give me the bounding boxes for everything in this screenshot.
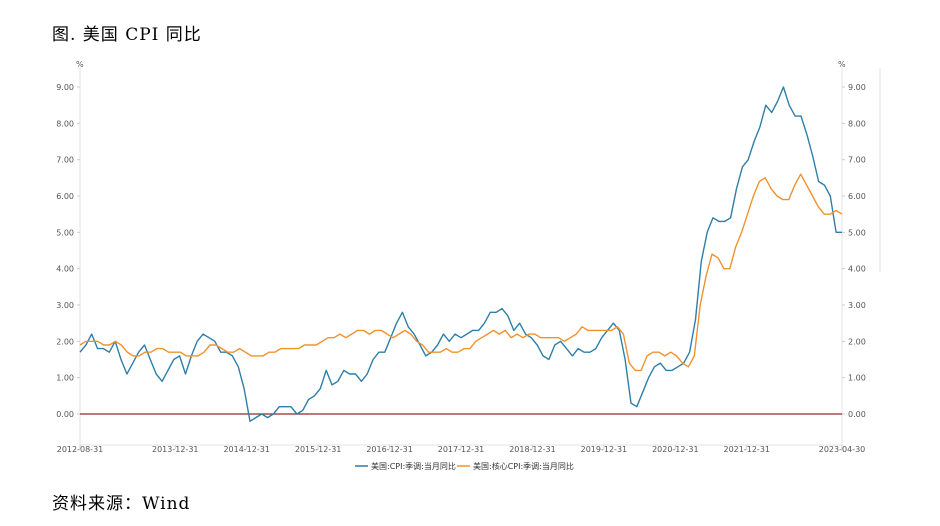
- series-lines: [79, 86, 843, 422]
- x-tick-label: 2021-12-31: [724, 445, 771, 454]
- x-tick-label: 2015-12-31: [295, 445, 342, 454]
- right-tick-label: 6.00: [848, 192, 866, 201]
- left-tick-label: 5.00: [56, 228, 74, 237]
- right-tick-label: 1.00: [848, 374, 866, 383]
- right-tick-label: 8.00: [848, 119, 866, 128]
- legend: 美国:CPI:季调:当月同比 美国:核心CPI:季调:当月同比: [355, 461, 574, 471]
- legend-label-core-cpi: 美国:核心CPI:季调:当月同比: [473, 461, 574, 471]
- cpi-yoy-line: [79, 86, 842, 422]
- x-tick-label: 2016-12-31: [366, 445, 413, 454]
- left-tick-label: 4.00: [56, 265, 74, 274]
- right-tick-label: 9.00: [848, 83, 866, 92]
- source-note: 资料来源：Wind: [52, 494, 191, 514]
- x-tick-label: 2018-12-31: [509, 445, 556, 454]
- right-tick-label: 5.00: [848, 228, 866, 237]
- legend-label-cpi: 美国:CPI:季调:当月同比: [371, 461, 456, 471]
- right-tick-label: 2.00: [848, 337, 866, 346]
- x-tick-label: 2020-12-31: [652, 445, 699, 454]
- right-tick-label: 3.00: [848, 301, 866, 310]
- left-unit-label: %: [76, 60, 84, 69]
- left-tick-label: 9.00: [56, 83, 74, 92]
- left-tick-label: 2.00: [56, 337, 74, 346]
- left-tick-label: 0.00: [56, 410, 74, 419]
- plot-area: [80, 68, 842, 445]
- x-tick-label: 2017-12-31: [438, 445, 485, 454]
- x-tick-label: 2012-08-31: [57, 445, 104, 454]
- right-tick-label: 7.00: [848, 156, 866, 165]
- left-tick-label: 6.00: [56, 192, 74, 201]
- chart-title: 图. 美国 CPI 同比: [52, 25, 202, 45]
- x-tick-label: 2014-12-31: [223, 445, 270, 454]
- x-tick-label: 2013-12-31: [152, 445, 199, 454]
- x-tick-label: 2023-04-30: [819, 445, 866, 454]
- x-axis: 2012-08-31 2013-12-31 2014-12-31 2015-12-31…: [57, 445, 866, 454]
- x-tick-label: 2019-12-31: [581, 445, 628, 454]
- right-tick-label: 4.00: [848, 265, 866, 274]
- core-cpi-yoy-line: [79, 173, 843, 372]
- left-tick-label: 3.00: [56, 301, 74, 310]
- left-y-axis: 0.00 1.00 2.00 3.00 4.00 5.00 6.00 7.00 8.00 9.00: [56, 83, 80, 419]
- left-tick-label: 7.00: [56, 156, 74, 165]
- left-tick-label: 1.00: [56, 374, 74, 383]
- left-tick-label: 8.00: [56, 119, 74, 128]
- right-tick-label: 0.00: [848, 410, 866, 419]
- right-y-axis: 0.00 1.00 2.00 3.00 4.00 5.00 6.00 7.00 8.00 9.00: [842, 83, 866, 419]
- right-unit-label: %: [838, 60, 846, 69]
